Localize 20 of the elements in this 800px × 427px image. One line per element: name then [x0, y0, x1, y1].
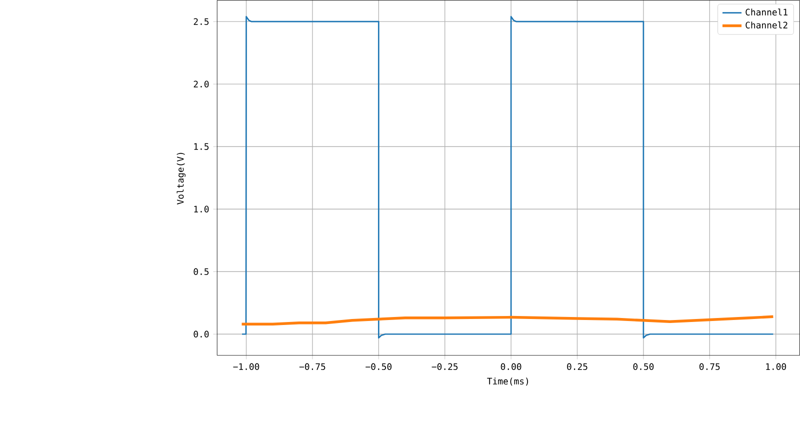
legend-label: Channel2 — [746, 22, 788, 29]
x-tick-label: 0.50 — [633, 363, 654, 370]
y-axis-title: Voltage(V) — [176, 153, 186, 205]
x-tick-label: 1.00 — [766, 363, 786, 370]
x-tick-label: 0.75 — [699, 363, 720, 370]
line-series — [240, 315, 775, 326]
y-tick-label: 2.5 — [194, 18, 209, 26]
x-tick-label: −0.50 — [366, 363, 392, 370]
x-axis-title: Time(ms) — [487, 378, 528, 386]
y-tick-label: 0.0 — [194, 330, 209, 338]
y-tick-label: 2.0 — [194, 80, 209, 88]
y-tick-label: 0.5 — [194, 268, 209, 276]
y-tick-label: 1.0 — [194, 206, 209, 213]
y-tick-label: 1.5 — [194, 143, 209, 150]
x-tick-label: 0.00 — [500, 363, 522, 370]
legend-label: Channel1 — [746, 8, 788, 16]
x-tick-label: 0.25 — [567, 363, 588, 370]
x-tick-label: −0.75 — [299, 363, 326, 370]
x-tick-label: −0.25 — [432, 363, 458, 370]
x-tick-label: −1.00 — [233, 363, 260, 370]
